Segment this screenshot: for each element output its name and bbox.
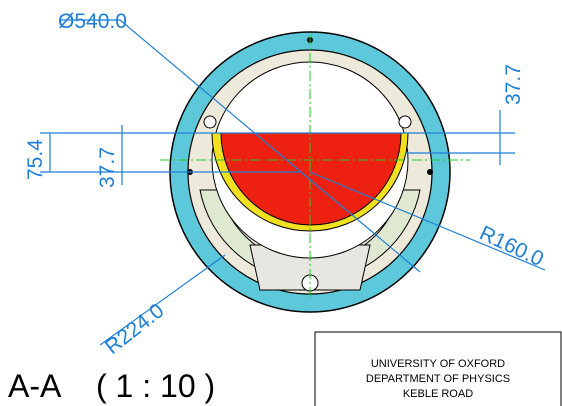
dimension-lines bbox=[40, 19, 546, 346]
title-line: UNIVERSITY OF OXFORD bbox=[371, 358, 505, 370]
scale-label: ( 1 : 10 ) bbox=[96, 368, 215, 404]
radius-label: R160.0 bbox=[476, 222, 547, 271]
title-block bbox=[314, 331, 562, 406]
title-line: DEPARTMENT OF PHYSICS bbox=[366, 373, 510, 385]
dimension-label: 37.7 bbox=[96, 147, 119, 188]
radius-leader bbox=[309, 171, 546, 271]
roller bbox=[203, 115, 217, 129]
dimension-label: 37.7 bbox=[502, 64, 525, 105]
section-label: A-A bbox=[8, 368, 62, 404]
bolt bbox=[427, 169, 433, 175]
radius-label: R224.0 bbox=[101, 299, 169, 359]
roller bbox=[398, 115, 412, 129]
red-section bbox=[220, 132, 402, 226]
title-line: KEBLE ROAD bbox=[403, 388, 473, 400]
radius-leader bbox=[99, 254, 226, 346]
diameter-label: Ø540.0 bbox=[58, 10, 127, 33]
dimension-label: 75.4 bbox=[24, 139, 47, 180]
diameter-leader bbox=[60, 19, 421, 273]
